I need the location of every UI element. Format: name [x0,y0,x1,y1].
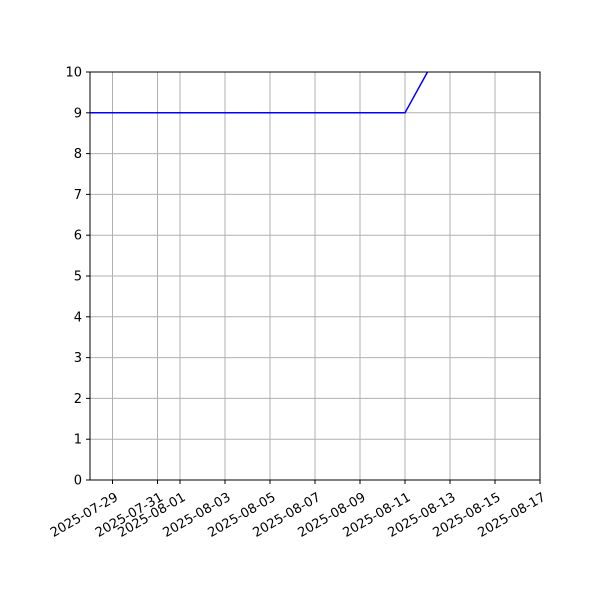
y-tick-label: 7 [74,188,82,203]
y-tick-label: 1 [74,433,82,448]
grid-layer [90,71,541,481]
y-tick-label: 8 [74,147,82,162]
y-tick-label: 2 [74,392,82,407]
tick-layer [86,71,541,484]
y-tick-label: 3 [74,351,82,366]
label-layer: 2025-07-292025-07-312025-08-012025-08-03… [48,66,548,541]
y-tick-label: 9 [74,106,82,121]
y-tick-label: 0 [74,474,82,489]
series-layer [90,72,429,114]
series-line [90,72,429,114]
y-tick-label: 5 [74,270,82,285]
y-tick-label: 6 [74,229,82,244]
y-tick-label: 10 [65,66,82,81]
y-tick-label: 4 [74,310,82,325]
